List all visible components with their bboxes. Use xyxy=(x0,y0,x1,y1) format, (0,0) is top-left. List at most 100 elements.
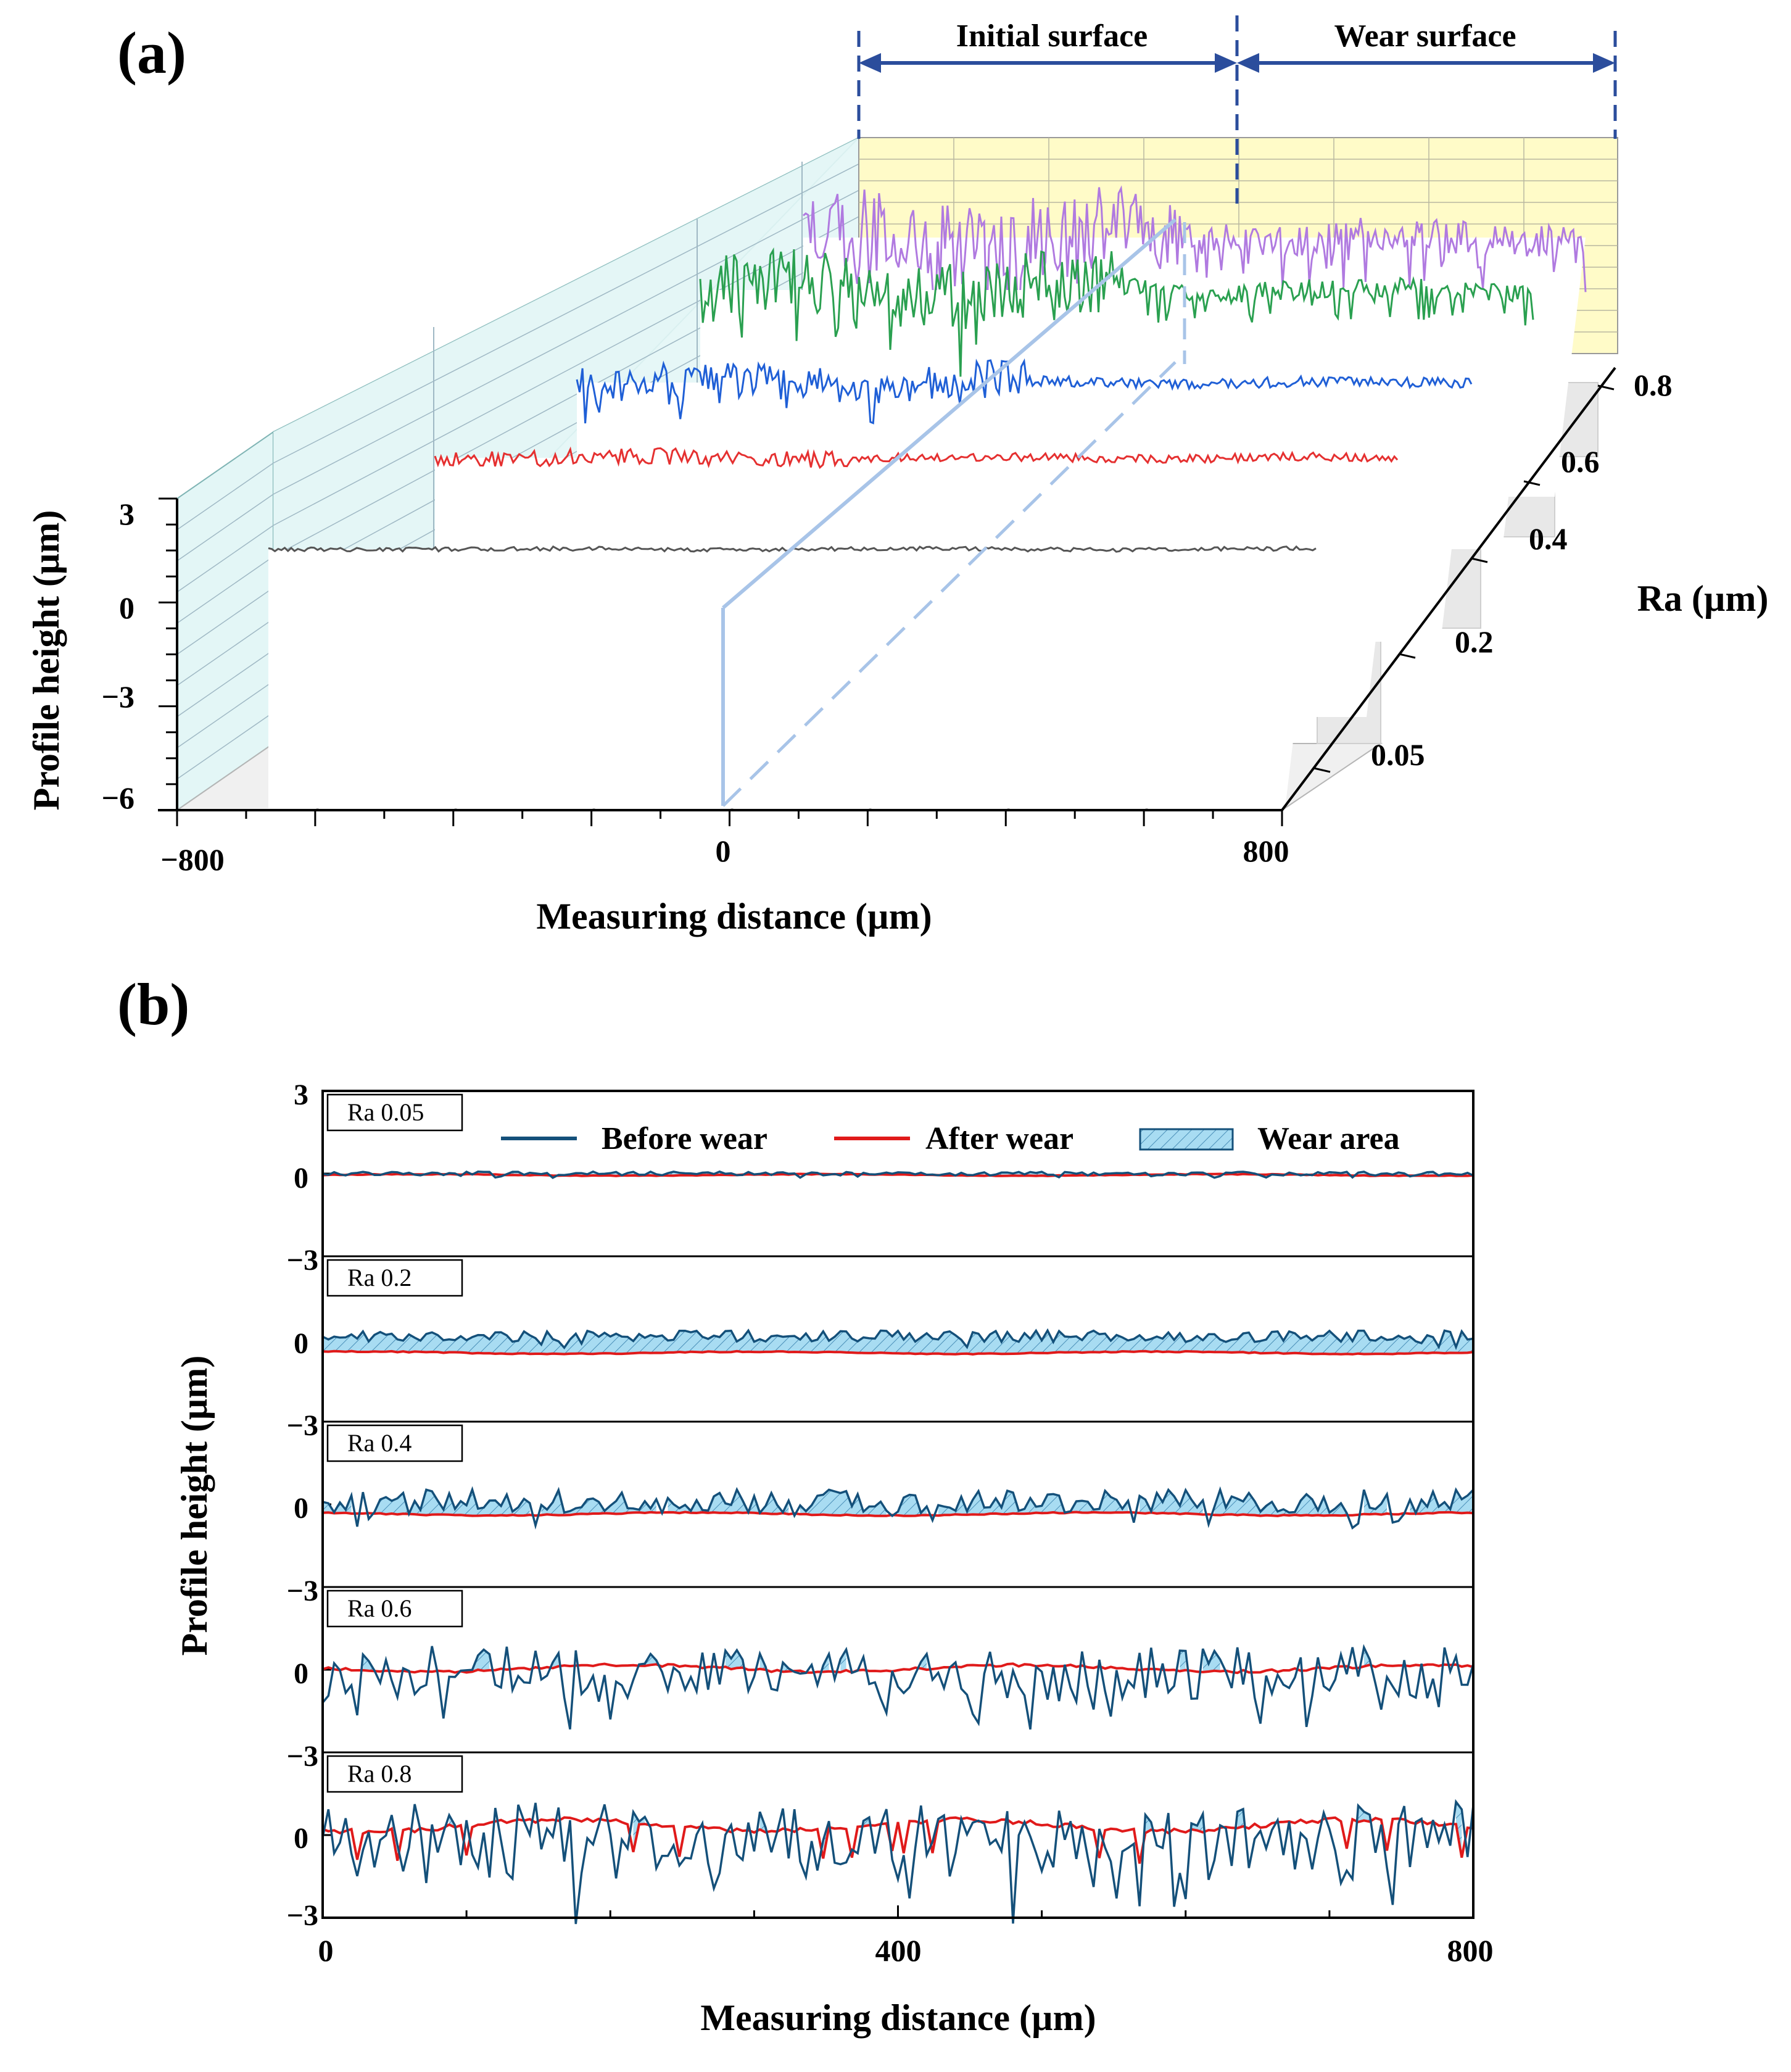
wear-area xyxy=(1191,1813,1203,1833)
x-tick-label: 800 xyxy=(1243,834,1289,868)
legend-before-label: Before wear xyxy=(602,1121,767,1156)
profile-trace-ra-0.6 xyxy=(699,247,1534,377)
y-tick-label: −3 xyxy=(287,1740,318,1773)
wear-area xyxy=(633,1812,645,1852)
y-tick-label: 0 xyxy=(294,1162,308,1195)
y-tick-label: 0 xyxy=(294,1327,308,1360)
panel-a-3d-chart: 3 0 −3 −6 −800 0 800 0.05 0.2 0.4 0.6 0.… xyxy=(26,15,1768,937)
z-axis-title: Ra (µm) xyxy=(1637,578,1769,619)
ra-label-box xyxy=(326,1589,463,1628)
ra-label-box xyxy=(326,1093,463,1132)
panel-b-chart: Ra 0.05 Ra 0.2 Ra 0.4 Ra 0.6 Ra 0.8 3 0 −3 0… xyxy=(174,1079,1494,2038)
y-tick-label: −3 xyxy=(287,1575,318,1607)
z-axis-tick xyxy=(1471,557,1488,563)
side-wall-gridline xyxy=(176,587,274,655)
initial-surface-label: Initial surface xyxy=(956,19,1148,54)
after-wear-line xyxy=(322,1816,1474,1864)
wear-area xyxy=(323,1330,1473,1354)
after-wear-line xyxy=(322,1510,1474,1517)
wear-area xyxy=(1237,1809,1243,1828)
before-wear-line xyxy=(321,1644,1475,1730)
before-wear-line xyxy=(321,1799,1475,1925)
z-tick-label: 0.05 xyxy=(1371,737,1425,772)
panel-b-subplots: Ra 0.05 Ra 0.2 Ra 0.4 Ra 0.6 Ra 0.8 xyxy=(321,1090,1475,1925)
region-brackets: Initial surface Wear surface xyxy=(857,15,1617,204)
x-tick-label: −800 xyxy=(160,842,225,877)
y-tick-label: −3 xyxy=(102,679,135,714)
after-wear-line xyxy=(322,1349,1474,1356)
y-tick-label: 0 xyxy=(294,1657,308,1690)
arrowhead xyxy=(1237,53,1259,73)
x-axis-ticks xyxy=(176,810,1283,826)
z-tick-label: 0.2 xyxy=(1455,624,1494,659)
z-tick-label: 0.8 xyxy=(1634,368,1673,402)
wear-area xyxy=(920,1654,927,1670)
ra-label: Ra 0.4 xyxy=(347,1429,412,1457)
before-wear-line xyxy=(322,1328,1474,1351)
wear-area xyxy=(460,1649,490,1673)
wear-area xyxy=(1202,1649,1220,1672)
after-wear-line xyxy=(322,1662,1474,1675)
y-tick-label: −3 xyxy=(287,1899,318,1932)
y-axis-title: Profile height (µm) xyxy=(174,1356,215,1656)
y-tick-label: −3 xyxy=(287,1244,318,1277)
z-axis-ticks xyxy=(1313,384,1615,773)
legend-area-label: Wear area xyxy=(1257,1121,1400,1156)
side-wall-gridline xyxy=(176,618,274,686)
zero-cut-plane xyxy=(721,218,1186,807)
wear-surface-label: Wear surface xyxy=(1334,19,1516,54)
y-tick-label: 3 xyxy=(119,497,134,531)
z-axis-tick xyxy=(1597,384,1615,391)
y-tick-label: 0 xyxy=(294,1492,308,1525)
cut-plane-top-edge xyxy=(722,218,1177,610)
profile-trace-ra-0.2 xyxy=(434,446,1399,470)
profile-trace-ra-0.4 xyxy=(576,358,1473,425)
z-tick-label: 0.6 xyxy=(1561,444,1600,479)
side-wall-gridline xyxy=(176,649,274,718)
ra-label-box xyxy=(326,1424,463,1462)
ra-label: Ra 0.8 xyxy=(347,1760,412,1788)
z-axis-tick xyxy=(1399,653,1416,659)
side-wall-gridline xyxy=(176,681,274,748)
wear-area xyxy=(668,1490,789,1514)
wear-area xyxy=(800,1490,887,1516)
ra-label: Ra 0.2 xyxy=(347,1264,412,1291)
before-wear-line xyxy=(322,1486,1475,1530)
side-wall-gridline xyxy=(273,164,859,464)
z-axis-line xyxy=(1281,367,1616,811)
y-tick-label: 0 xyxy=(119,591,134,625)
x-tick-label: 400 xyxy=(875,1933,922,1968)
wear-area xyxy=(725,1650,743,1670)
x-tick-label: 0 xyxy=(716,834,731,868)
z-tick-label: 0.4 xyxy=(1529,521,1568,556)
side-wall-gridline xyxy=(273,189,859,495)
ra-label-box xyxy=(326,1755,463,1793)
x-axis-title: Measuring distance (µm) xyxy=(700,1997,1096,2038)
wear-area xyxy=(1145,1815,1151,1833)
y-tick-label: 3 xyxy=(294,1079,308,1111)
wear-area xyxy=(1140,1490,1203,1515)
y-axis-title: Profile height (µm) xyxy=(26,510,67,811)
x-axis-ticks xyxy=(321,1905,1475,1918)
arrowhead xyxy=(1215,53,1237,73)
side-wall-gridline xyxy=(176,711,274,780)
arrowhead xyxy=(859,53,881,73)
legend-area-swatch xyxy=(1139,1128,1234,1151)
wear-area xyxy=(863,1817,869,1826)
side-wall-gridline xyxy=(176,556,274,624)
y-tick-label: −6 xyxy=(102,781,135,815)
side-wall-gridline xyxy=(176,524,274,593)
side-wall-gridline xyxy=(176,494,274,562)
x-axis-title: Measuring distance (µm) xyxy=(536,896,932,937)
ra-label-box xyxy=(326,1259,463,1297)
before-wear-line xyxy=(322,1170,1474,1179)
cut-plane-bottom-edge xyxy=(722,361,1177,807)
profile-traces xyxy=(268,185,1587,808)
z-axis-tick xyxy=(1523,480,1541,486)
trace-backdrop xyxy=(268,549,1316,808)
y-axis-ticks xyxy=(159,497,177,811)
arrowhead xyxy=(1593,53,1615,73)
y-tick-label: 0 xyxy=(294,1822,308,1855)
wear-area xyxy=(1410,1490,1473,1514)
